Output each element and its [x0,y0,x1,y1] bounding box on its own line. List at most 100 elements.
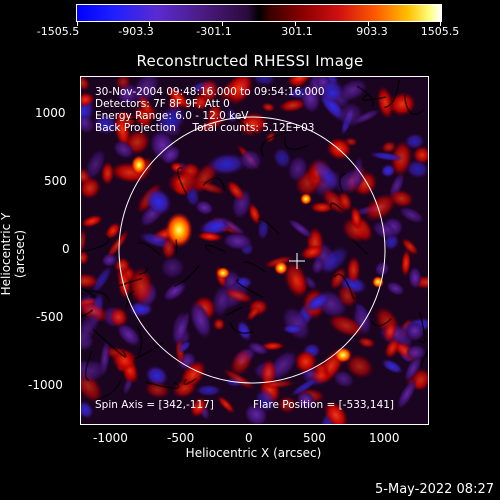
intensity-blob [374,261,390,277]
intensity-blob [376,85,394,120]
y-tick-label: 1000 [35,106,66,120]
x-tick-label: -500 [167,431,195,445]
intensity-blob [312,158,341,191]
y-tick-label: 500 [44,174,67,188]
intensity-blob [326,137,352,161]
intensity-blob [171,311,189,347]
intensity-blob [319,79,345,104]
intensity-blob [111,349,137,372]
contour-line [176,167,188,196]
intensity-blob [237,111,269,137]
intensity-blob [352,109,381,125]
intensity-blob [137,94,155,119]
date-stamp: 5-May-2022 08:27 [375,482,494,497]
intensity-blob [81,177,101,200]
intensity-blob [81,77,90,91]
intensity-blob [304,292,331,312]
contour-line [338,172,346,194]
intensity-blob [196,231,223,242]
intensity-blob [84,148,107,181]
intensity-blob [381,358,404,374]
colorbar-label: -903.3 [118,25,154,38]
colorbar-label: 1505.5 [420,25,460,38]
intensity-blob [287,155,309,183]
intensity-blob [327,313,365,338]
contour-line [82,235,110,253]
intensity-blob [401,238,419,256]
intensity-blob [337,191,353,212]
intensity-blob [357,336,376,349]
intensity-blob [189,301,212,339]
contour-line [260,132,288,157]
intensity-blob [405,159,428,179]
intensity-blob [163,281,187,302]
intensity-blob [311,257,325,275]
intensity-blob [350,206,363,230]
colorbar [76,4,442,22]
intensity-blob [248,203,261,225]
contour-line [329,202,343,211]
intensity-blob [109,306,129,328]
intensity-blob [368,151,405,162]
intensity-blob [246,305,261,321]
solar-limb-circle [118,116,386,384]
x-tick-label: 1000 [369,431,400,445]
x-tick-label: 0 [245,431,253,445]
intensity-blob [233,275,253,289]
bright-source [274,261,288,275]
info-time-range: 30-Nov-2004 09:48:16.000 to 09:54:16.000 [95,86,325,98]
intensity-blob [239,149,262,171]
intensity-blob [81,359,106,383]
y-tick-label: 0 [62,242,70,256]
contour-line [333,273,355,300]
intensity-blob [278,98,307,113]
intensity-blob [100,161,115,186]
intensity-blob [247,341,269,356]
contour-line [356,85,375,107]
bright-source [372,276,384,288]
x-axis-label: Heliocentric X (arcsec) [185,446,322,460]
intensity-blob [404,355,422,383]
intensity-blob [226,180,246,202]
intensity-blob [272,147,292,169]
intensity-blob [190,397,208,418]
intensity-blob [144,380,171,399]
contour-line [138,267,148,275]
bright-source [131,155,147,175]
intensity-blob [257,218,270,241]
intensity-blob [105,229,130,261]
intensity-blob [81,400,94,419]
colorbar-label: -301.1 [196,25,232,38]
contour-line [225,306,243,317]
intensity-blob [329,267,347,290]
intensity-blob [364,192,397,222]
contour-line [257,217,280,235]
contour-line [403,94,425,115]
intensity-blob [254,388,277,413]
intensity-blob [145,365,169,387]
intensity-blob [91,265,113,294]
contour-line [117,277,142,287]
intensity-blob [277,395,297,414]
intensity-blob [300,244,325,260]
intensity-blob [223,288,254,304]
intensity-blob [115,77,132,90]
intensity-blob [81,92,95,107]
intensity-blob [230,348,254,377]
colorbar-tick [295,22,296,26]
contour-line [370,318,392,327]
intensity-blob [160,256,185,279]
intensity-blob [113,140,135,159]
contour-line [125,290,135,308]
contour-line [85,290,110,301]
intensity-blob [193,180,226,195]
intensity-blob [81,273,100,289]
bright-source [334,347,352,363]
intensity-blob [260,358,277,388]
contour-line [95,379,122,401]
intensity-blob [172,379,197,399]
intensity-blob [345,353,374,379]
intensity-blob [283,260,308,299]
intensity-blob [192,94,209,111]
intensity-blob [81,368,104,404]
